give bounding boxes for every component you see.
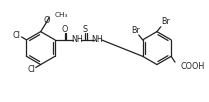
Text: NH: NH [92,35,103,44]
Text: S: S [82,25,88,34]
Text: CH₃: CH₃ [54,12,68,18]
Text: COOH: COOH [181,62,205,70]
Text: NH: NH [71,35,83,44]
Text: O: O [43,16,50,24]
Text: O: O [61,25,68,34]
Text: Br: Br [161,17,170,26]
Text: Cl: Cl [13,30,21,39]
Text: Br: Br [131,26,140,35]
Text: Cl: Cl [27,65,35,74]
